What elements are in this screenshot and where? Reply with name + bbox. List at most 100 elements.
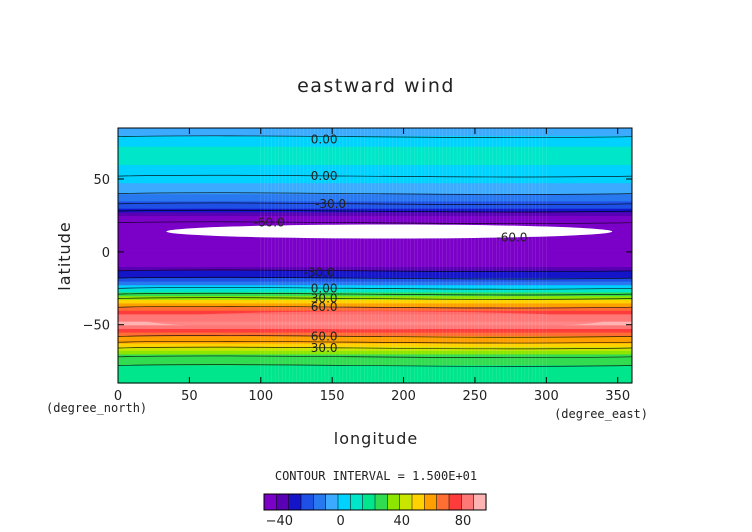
y-axis-title: latitude (55, 221, 74, 290)
contour-line (117, 276, 633, 280)
heatmap-band (118, 135, 632, 140)
contour-label: -60.0 (496, 230, 527, 244)
contour-label: 30.0 (311, 341, 338, 355)
heatmap-band (118, 342, 632, 348)
heatmap-band (118, 204, 632, 209)
colorbar-tick-label: 80 (455, 514, 472, 529)
heatmap-band (118, 175, 632, 180)
colorbar-swatch (411, 493, 425, 511)
heatmap-band (118, 375, 632, 380)
colorbar-swatch (399, 493, 413, 511)
heatmap-band (118, 189, 632, 195)
plot-frame (117, 127, 633, 384)
heatmap-band (118, 138, 632, 144)
colorbar-swatch (300, 493, 314, 511)
x-unit-label: (degree_east) (554, 407, 648, 421)
heatmap-band (118, 372, 632, 377)
x-tick-label: 150 (320, 389, 345, 404)
contour-line (117, 221, 633, 224)
heatmap-band (118, 277, 632, 282)
heatmap-band (118, 244, 632, 249)
colorbar-swatch (276, 493, 290, 511)
heatmap-band (118, 131, 632, 136)
heatmap-band (118, 248, 632, 253)
heatmap-band (118, 273, 632, 278)
contour-label: -30.0 (315, 197, 346, 211)
heatmap-band (118, 346, 632, 351)
colorbar-ticks: −40 0 40 80 (266, 514, 472, 529)
colorbar-tick-label: 40 (394, 514, 411, 529)
heatmap-band (118, 339, 632, 344)
heatmap-band (118, 281, 632, 286)
colorbar-swatch (337, 493, 351, 511)
heatmap-band (118, 368, 632, 373)
heatmap-band (118, 215, 632, 220)
colorbar-swatch (448, 493, 462, 511)
heatmap-band (118, 200, 632, 206)
colorbar (263, 493, 487, 511)
x-tick-label: 0 (114, 389, 122, 404)
heatmap-band (118, 142, 632, 147)
chart-title: eastward wind (297, 75, 455, 97)
x-tick-label: 50 (181, 389, 198, 404)
colorbar-swatch (424, 493, 438, 511)
heatmap-band (118, 379, 632, 384)
contour-line (117, 364, 633, 367)
x-axis-title: longitude (334, 429, 418, 448)
heatmap-band (118, 157, 632, 162)
heatmap-band (118, 186, 632, 191)
contour-line (117, 335, 633, 338)
colorbar-swatch (436, 493, 450, 511)
heatmap-band (118, 288, 632, 293)
contour-line (117, 346, 633, 350)
colorbar-swatch (263, 493, 277, 511)
heatmap-band (118, 295, 632, 300)
heatmap-band (118, 240, 632, 246)
heatmap-band (118, 208, 632, 213)
x-tick-label: 200 (391, 389, 416, 404)
contour-line (117, 292, 633, 296)
contour-line (117, 269, 633, 273)
heatmap-band (118, 179, 632, 184)
heatmap-band (118, 164, 632, 169)
heatmap-band (118, 219, 632, 224)
contour-line (117, 355, 633, 359)
contour-line (117, 209, 633, 213)
heatmap-band (118, 270, 632, 275)
contour-line (117, 174, 633, 178)
heatmap-band (118, 361, 632, 366)
heatmap-band (118, 364, 632, 370)
easterly-jet-core (166, 224, 613, 239)
colorbar-tick-label: 0 (336, 514, 344, 529)
heatmap-band (118, 128, 632, 133)
colorbar-swatch (288, 493, 302, 511)
contour-line (117, 305, 633, 309)
heatmap-band (118, 353, 632, 359)
x-tick-label: 300 (534, 389, 559, 404)
colorbar-swatch (461, 493, 475, 511)
y-tick-label: −50 (83, 319, 110, 334)
x-tick-label: 250 (463, 389, 488, 404)
colorbar-swatch (325, 493, 339, 511)
plot-layer: 0.000.00-30.0-60.0-60.0-30.00.0030.060.0… (117, 128, 633, 384)
heatmap-band (118, 197, 632, 202)
contour-label: 60.0 (311, 300, 338, 314)
colorbar-swatch (313, 493, 327, 511)
y-tick-label: 50 (93, 173, 110, 188)
heatmap-band (118, 350, 632, 355)
heatmap-band (118, 357, 632, 362)
heatmap-band (118, 262, 632, 268)
heatmap-band (118, 211, 632, 217)
heatmap-band (118, 237, 632, 242)
heatmap-band (118, 160, 632, 166)
westerly-max-region (145, 311, 605, 330)
x-tick-label: 100 (248, 389, 273, 404)
colorbar-frame (263, 493, 487, 511)
heatmap-band (118, 332, 632, 337)
colorbar-swatch (473, 493, 487, 511)
x-tick-label: 350 (605, 389, 630, 404)
heatmap-band (118, 153, 632, 158)
contour-line (117, 202, 633, 206)
contour-label: -60.0 (254, 216, 285, 230)
